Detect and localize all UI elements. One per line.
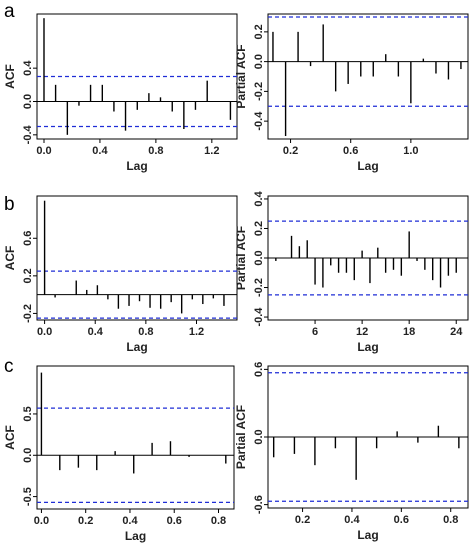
x-tick-label: 1.0 — [403, 145, 418, 157]
x-tick-label: 0.2 — [295, 514, 310, 526]
x-tick-label: 0.0 — [34, 515, 49, 527]
y-axis-label: Partial ACF — [234, 405, 248, 469]
plot-frame — [36, 195, 238, 321]
x-tick-label: 0.4 — [344, 514, 360, 526]
plot-frame — [36, 365, 235, 510]
x-tick-label: 1.2 — [189, 326, 204, 338]
x-tick-label: 18 — [403, 326, 415, 338]
y-tick-label: 0.4 — [22, 60, 34, 76]
x-axis-label: Lag — [357, 528, 378, 542]
plot-c-pacf: 0.2 0.4 0.6 0.8 -0.6 0.0 0.6 Lag Partial ACF — [234, 362, 469, 542]
x-tick-label: 0.4 — [88, 326, 104, 338]
y-tick-label: 0.6 — [253, 362, 265, 377]
y-tick-label: -0.4 — [253, 307, 265, 327]
x-tick-label: 1.2 — [204, 145, 219, 157]
x-tick-label: 0.0 — [37, 326, 52, 338]
y-tick-label: 0.6 — [22, 231, 34, 246]
y-tick-label: -0.2 — [253, 82, 265, 101]
x-tick-label: 0.6 — [167, 515, 182, 527]
x-tick-label: 0.2 — [283, 145, 298, 157]
y-tick-label: 0.2 — [253, 24, 265, 39]
x-axis-label: Lag — [357, 159, 378, 173]
x-tick-label: 0.6 — [343, 145, 358, 157]
y-tick-label: -0.4 — [22, 124, 34, 144]
y-axis-label: Partial ACF — [234, 226, 248, 290]
y-tick-label: 0.2 — [253, 221, 265, 236]
y-tick-label: 0.2 — [22, 268, 34, 283]
plot-b-acf: 0.0 0.4 0.8 1.2 -0.2 0.2 0.6 Lag ACF — [3, 195, 238, 354]
x-axis-label: Lag — [357, 340, 378, 354]
y-axis-label: ACF — [3, 246, 17, 271]
x-tick-label: 12 — [356, 326, 368, 338]
y-tick-label: 0.4 — [253, 190, 265, 206]
y-tick-label: 0.5 — [22, 406, 34, 421]
x-axis-label: Lag — [126, 340, 147, 354]
x-tick-label: 6 — [312, 326, 318, 338]
y-axis-label: Partial ACF — [234, 44, 248, 108]
x-tick-label: 0.8 — [443, 514, 458, 526]
panel-label-c: c — [4, 356, 14, 377]
plot-b-pacf: 6 12 18 24 -0.4 -0.2 0.0 0.2 0.4 Lag Partial ACF — [234, 190, 469, 354]
x-tick-label: 0.6 — [394, 514, 409, 526]
y-tick-label: -0.5 — [22, 487, 34, 506]
x-tick-label: 0.0 — [36, 145, 51, 157]
y-axis-label: ACF — [3, 425, 17, 450]
y-tick-label: 0.0 — [22, 448, 34, 463]
x-tick-label: 0.8 — [138, 326, 153, 338]
x-tick-label: 24 — [450, 326, 463, 338]
x-axis-label: Lag — [125, 529, 146, 543]
plot-frame — [267, 13, 469, 140]
x-tick-label: 0.2 — [78, 515, 93, 527]
y-tick-label: -0.4 — [253, 111, 265, 131]
panel-label-a: a — [4, 1, 15, 22]
x-tick-label: 0.8 — [148, 145, 163, 157]
x-axis-label: Lag — [126, 159, 147, 173]
x-tick-label: 0.8 — [211, 515, 226, 527]
panel-label-b: b — [4, 194, 15, 215]
y-tick-label: 0.0 — [253, 250, 265, 265]
y-tick-label: 0.0 — [253, 429, 265, 444]
y-axis-label: ACF — [3, 64, 17, 89]
y-tick-label: -0.2 — [22, 304, 34, 323]
y-tick-label: 0.0 — [22, 94, 34, 109]
plot-a-pacf: 0.2 0.6 1.0 -0.4 -0.2 0.0 0.2 Lag Partial ACF — [234, 13, 469, 173]
y-tick-label: -0.6 — [253, 495, 265, 514]
x-tick-label: 0.4 — [122, 515, 138, 527]
y-tick-label: -0.2 — [253, 278, 265, 297]
x-tick-label: 0.4 — [92, 145, 108, 157]
y-tick-label: 0.0 — [253, 54, 265, 69]
